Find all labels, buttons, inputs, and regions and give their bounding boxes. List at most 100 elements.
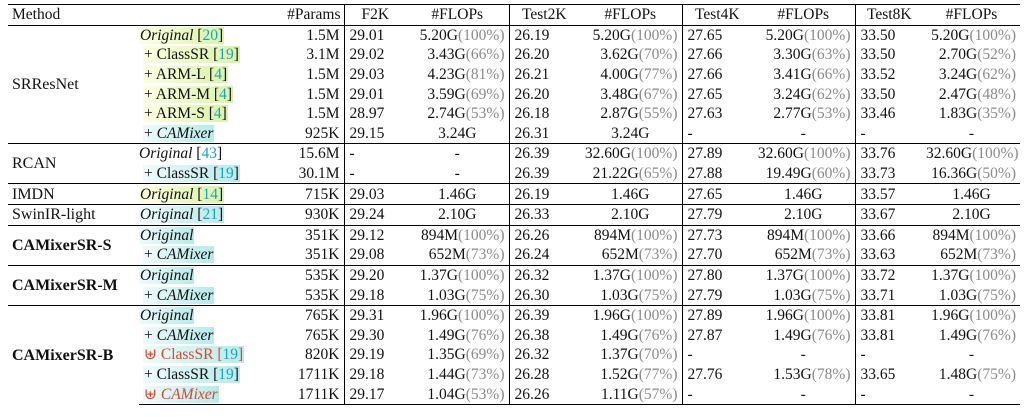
psnr-cell: 29.15 bbox=[343, 123, 406, 144]
flops-percent: (66%) bbox=[465, 46, 505, 64]
flops-cell: 32.60G(100%) bbox=[923, 143, 1020, 164]
psnr-cell: 29.01 bbox=[343, 84, 406, 104]
flops-cell: 2.10G bbox=[579, 203, 682, 226]
psnr-cell: 27.89 bbox=[681, 304, 752, 326]
flops-cell: 1.96G(100%) bbox=[752, 304, 855, 326]
psnr-cell: 27.87 bbox=[681, 325, 752, 346]
table-row: + CAMixer 765K 29.30 1.49G(76%) 26.38 1.49G(7… bbox=[8, 325, 1020, 346]
flops-cell: 1.37G(70%) bbox=[579, 345, 682, 365]
flops-percent: (66%) bbox=[811, 66, 851, 84]
flops-value: 1.37G bbox=[419, 267, 458, 285]
flops-percent: (69%) bbox=[465, 85, 505, 103]
flops-value: 1.53G bbox=[773, 365, 812, 383]
flops-cell: - bbox=[752, 124, 855, 144]
flops-percent: (62%) bbox=[977, 66, 1016, 84]
psnr-cell: 27.79 bbox=[681, 203, 752, 226]
variant-prefix: + bbox=[144, 365, 157, 383]
flops-percent: (100%) bbox=[631, 226, 678, 244]
table-row: + ARM-M [4] 1.5M 29.01 3.59G(69%) 26.20 3.48G… bbox=[8, 84, 1020, 104]
cite-close: ] bbox=[226, 85, 232, 103]
flops-value: 1.03G bbox=[600, 286, 639, 304]
variant-prefix: + bbox=[144, 326, 157, 344]
flops-value: 2.10G bbox=[611, 206, 650, 224]
method-variant: ⊎ CAMixer bbox=[139, 384, 269, 405]
psnr-cell: 33.50 bbox=[854, 84, 923, 104]
method-variant: + ARM-L [4] bbox=[139, 65, 269, 85]
psnr-cell: 27.88 bbox=[681, 163, 752, 184]
flops-cell: 21.22G(65%) bbox=[579, 164, 682, 184]
flops-percent: (55%) bbox=[638, 105, 678, 123]
params-cell: 1.5M bbox=[306, 105, 340, 123]
psnr-cell: 26.24 bbox=[508, 245, 579, 266]
flops-value: 16.36G bbox=[931, 165, 978, 183]
citation-number: 4 bbox=[219, 85, 227, 103]
psnr-cell: 33.63 bbox=[854, 245, 923, 266]
flops-value: 1.49G bbox=[427, 326, 466, 344]
flops-percent: (70%) bbox=[638, 346, 678, 364]
flops-cell: 1.96G(100%) bbox=[923, 304, 1020, 326]
flops-value: 2.47G bbox=[938, 85, 978, 103]
flops-cell: 894M(100%) bbox=[579, 224, 682, 246]
cite-open: [ bbox=[193, 26, 203, 44]
psnr-cell: 33.46 bbox=[854, 103, 923, 124]
table-row: + ClassSR [19] 1711K 29.18 1.44G(73%) 26.28 1… bbox=[8, 364, 1020, 385]
flops-cell: 4.23G(81%) bbox=[406, 65, 509, 85]
variant-highlight: + ClassSR [19] bbox=[143, 365, 240, 383]
flops-cell: - bbox=[752, 345, 855, 365]
variant-highlight: + CAMixer bbox=[143, 246, 215, 264]
variant-label: Original bbox=[140, 267, 194, 285]
citation-number: 19 bbox=[218, 365, 234, 383]
variant-prefix: ⊎ bbox=[144, 346, 161, 364]
flops-value: 1.11G bbox=[601, 385, 639, 403]
psnr-cell: 33.67 bbox=[854, 203, 923, 226]
cite-open: [ bbox=[205, 66, 215, 84]
cite-close: ] bbox=[217, 185, 224, 203]
flops-cell: - bbox=[923, 384, 1020, 405]
flops-cell: 2.70G(52%) bbox=[923, 45, 1020, 65]
psnr-cell: 26.21 bbox=[508, 64, 579, 85]
flops-cell: 5.20G(100%) bbox=[752, 24, 855, 46]
variant-prefix: + bbox=[144, 46, 157, 64]
flops-value: 1.37G bbox=[600, 346, 639, 364]
psnr-cell: 33.72 bbox=[854, 264, 923, 286]
header-test2k: Test2K bbox=[508, 4, 579, 26]
psnr-cell: 33.65 bbox=[854, 364, 923, 385]
header-method: Method bbox=[8, 4, 139, 26]
cite-close: ] bbox=[217, 26, 224, 44]
flops-value: - bbox=[800, 346, 806, 364]
table-body: SRResNet Original [20] 1.5M 29.01 5.20G(100%… bbox=[8, 24, 1020, 405]
flops-value: 1.46G bbox=[611, 185, 650, 203]
variant-highlight: + ClassSR [19] bbox=[143, 165, 240, 183]
flops-value: 2.70G bbox=[938, 46, 978, 64]
variant-label: Original bbox=[140, 307, 194, 325]
flops-percent: (100%) bbox=[631, 145, 678, 163]
method-variant: ⊎ ClassSR [19] bbox=[139, 345, 269, 365]
flops-cell: 5.20G(100%) bbox=[406, 24, 509, 46]
citation-number: 14 bbox=[202, 185, 218, 203]
flops-cell: 32.60G(100%) bbox=[752, 143, 855, 164]
psnr-cell: 26.28 bbox=[508, 364, 579, 385]
variant-label: CAMixer bbox=[160, 385, 218, 403]
params-cell: 3.1M bbox=[306, 46, 340, 64]
variant-highlight: Original [20] bbox=[139, 26, 225, 44]
table-row: ⊎ CAMixer 1711K 29.17 1.04G(53%) 26.26 1.11G(… bbox=[8, 384, 1020, 405]
variant-highlight: Original bbox=[139, 226, 195, 244]
variant-highlight: + ARM-S [4] bbox=[143, 105, 228, 123]
flops-percent: (75%) bbox=[977, 286, 1016, 304]
flops-value: 1.03G bbox=[773, 286, 812, 304]
flops-value: 1.49G bbox=[773, 326, 812, 344]
flops-cell: 1.46G bbox=[923, 183, 1020, 205]
method-name: SwinIR-light bbox=[8, 203, 139, 226]
cite-open: [ bbox=[192, 145, 202, 163]
flops-cell: 1.11G(57%) bbox=[579, 384, 682, 405]
table-row: SwinIR-light Original [21] 930K 29.24 2.10G 2… bbox=[8, 203, 1020, 226]
flops-cell: 3.24G bbox=[579, 124, 682, 144]
params-cell: 1.5M bbox=[306, 85, 340, 103]
flops-cell: 2.10G bbox=[923, 203, 1020, 226]
cite-open: [ bbox=[204, 105, 214, 123]
psnr-cell: - bbox=[681, 384, 752, 405]
flops-cell: 19.49G(60%) bbox=[752, 164, 855, 184]
variant-label: CAMixer bbox=[156, 326, 214, 344]
flops-cell: 1.03G(75%) bbox=[579, 285, 682, 305]
flops-cell: 1.49G(76%) bbox=[923, 326, 1020, 346]
